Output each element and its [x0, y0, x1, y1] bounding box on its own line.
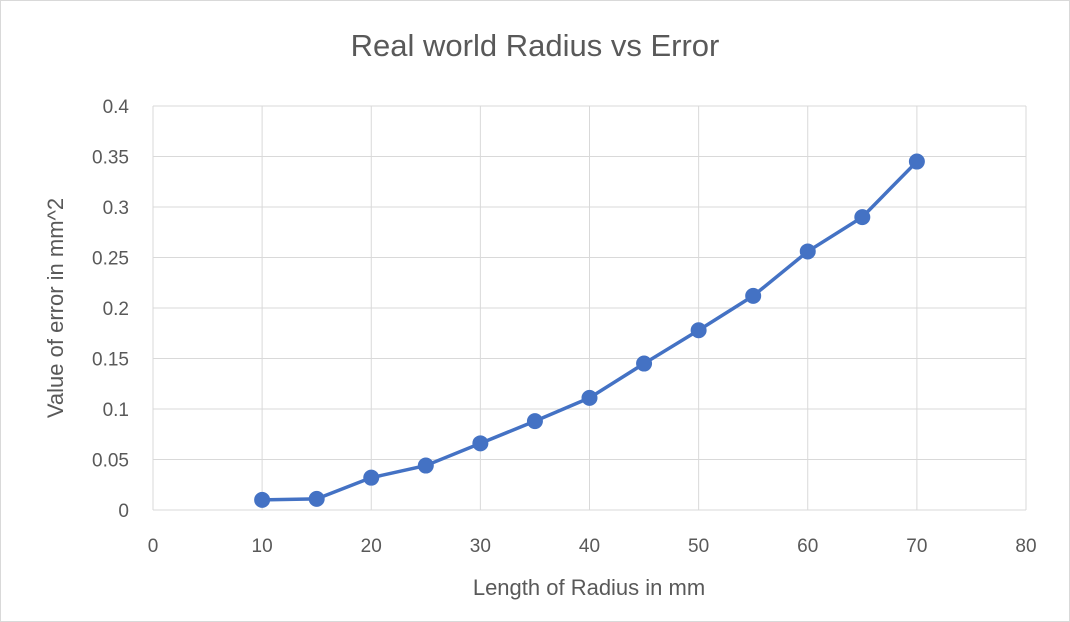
- y-tick-label: 0.1: [103, 400, 129, 421]
- y-tick-label: 0.15: [92, 350, 129, 371]
- data-point: [690, 322, 707, 339]
- x-tick-label: 60: [797, 536, 818, 557]
- y-tick-label: 0.35: [92, 148, 129, 169]
- y-tick-label: 0.2: [103, 299, 129, 320]
- data-point: [745, 287, 762, 304]
- data-point: [308, 490, 325, 507]
- data-point: [417, 457, 434, 474]
- data-point: [799, 243, 816, 260]
- gridlines: [152, 105, 1027, 511]
- x-tick-label: 30: [470, 536, 491, 557]
- data-point: [636, 355, 653, 372]
- x-tick-label: 0: [148, 536, 159, 557]
- x-tick-label: 10: [252, 536, 273, 557]
- x-tick-label: 70: [906, 536, 927, 557]
- data-point: [581, 389, 598, 406]
- data-point: [254, 491, 271, 508]
- x-axis-title: Length of Radius in mm: [473, 575, 705, 600]
- y-tick-label: 0.05: [92, 451, 129, 472]
- data-point: [472, 435, 489, 452]
- y-tick-label: 0.4: [103, 97, 130, 118]
- y-tick-label: 0.25: [92, 249, 129, 270]
- chart-title: Real world Radius vs Error: [351, 28, 720, 63]
- x-tick-label: 20: [361, 536, 382, 557]
- data-point: [908, 153, 925, 170]
- y-axis-title: Value of error in mm^2: [43, 198, 68, 418]
- x-axis-ticks: 0 10 20 30 40 50 60 70 80: [148, 536, 1037, 557]
- y-tick-label: 0.3: [103, 198, 129, 219]
- data-point: [526, 413, 543, 430]
- data-points: [254, 153, 925, 508]
- data-point: [363, 469, 380, 486]
- y-tick-label: 0: [118, 501, 129, 522]
- x-tick-label: 80: [1015, 536, 1036, 557]
- data-point: [854, 209, 871, 226]
- y-axis-ticks: 0 0.05 0.1 0.15 0.2 0.25 0.3 0.35 0.4: [92, 97, 129, 522]
- x-tick-label: 40: [579, 536, 600, 557]
- x-tick-label: 50: [688, 536, 709, 557]
